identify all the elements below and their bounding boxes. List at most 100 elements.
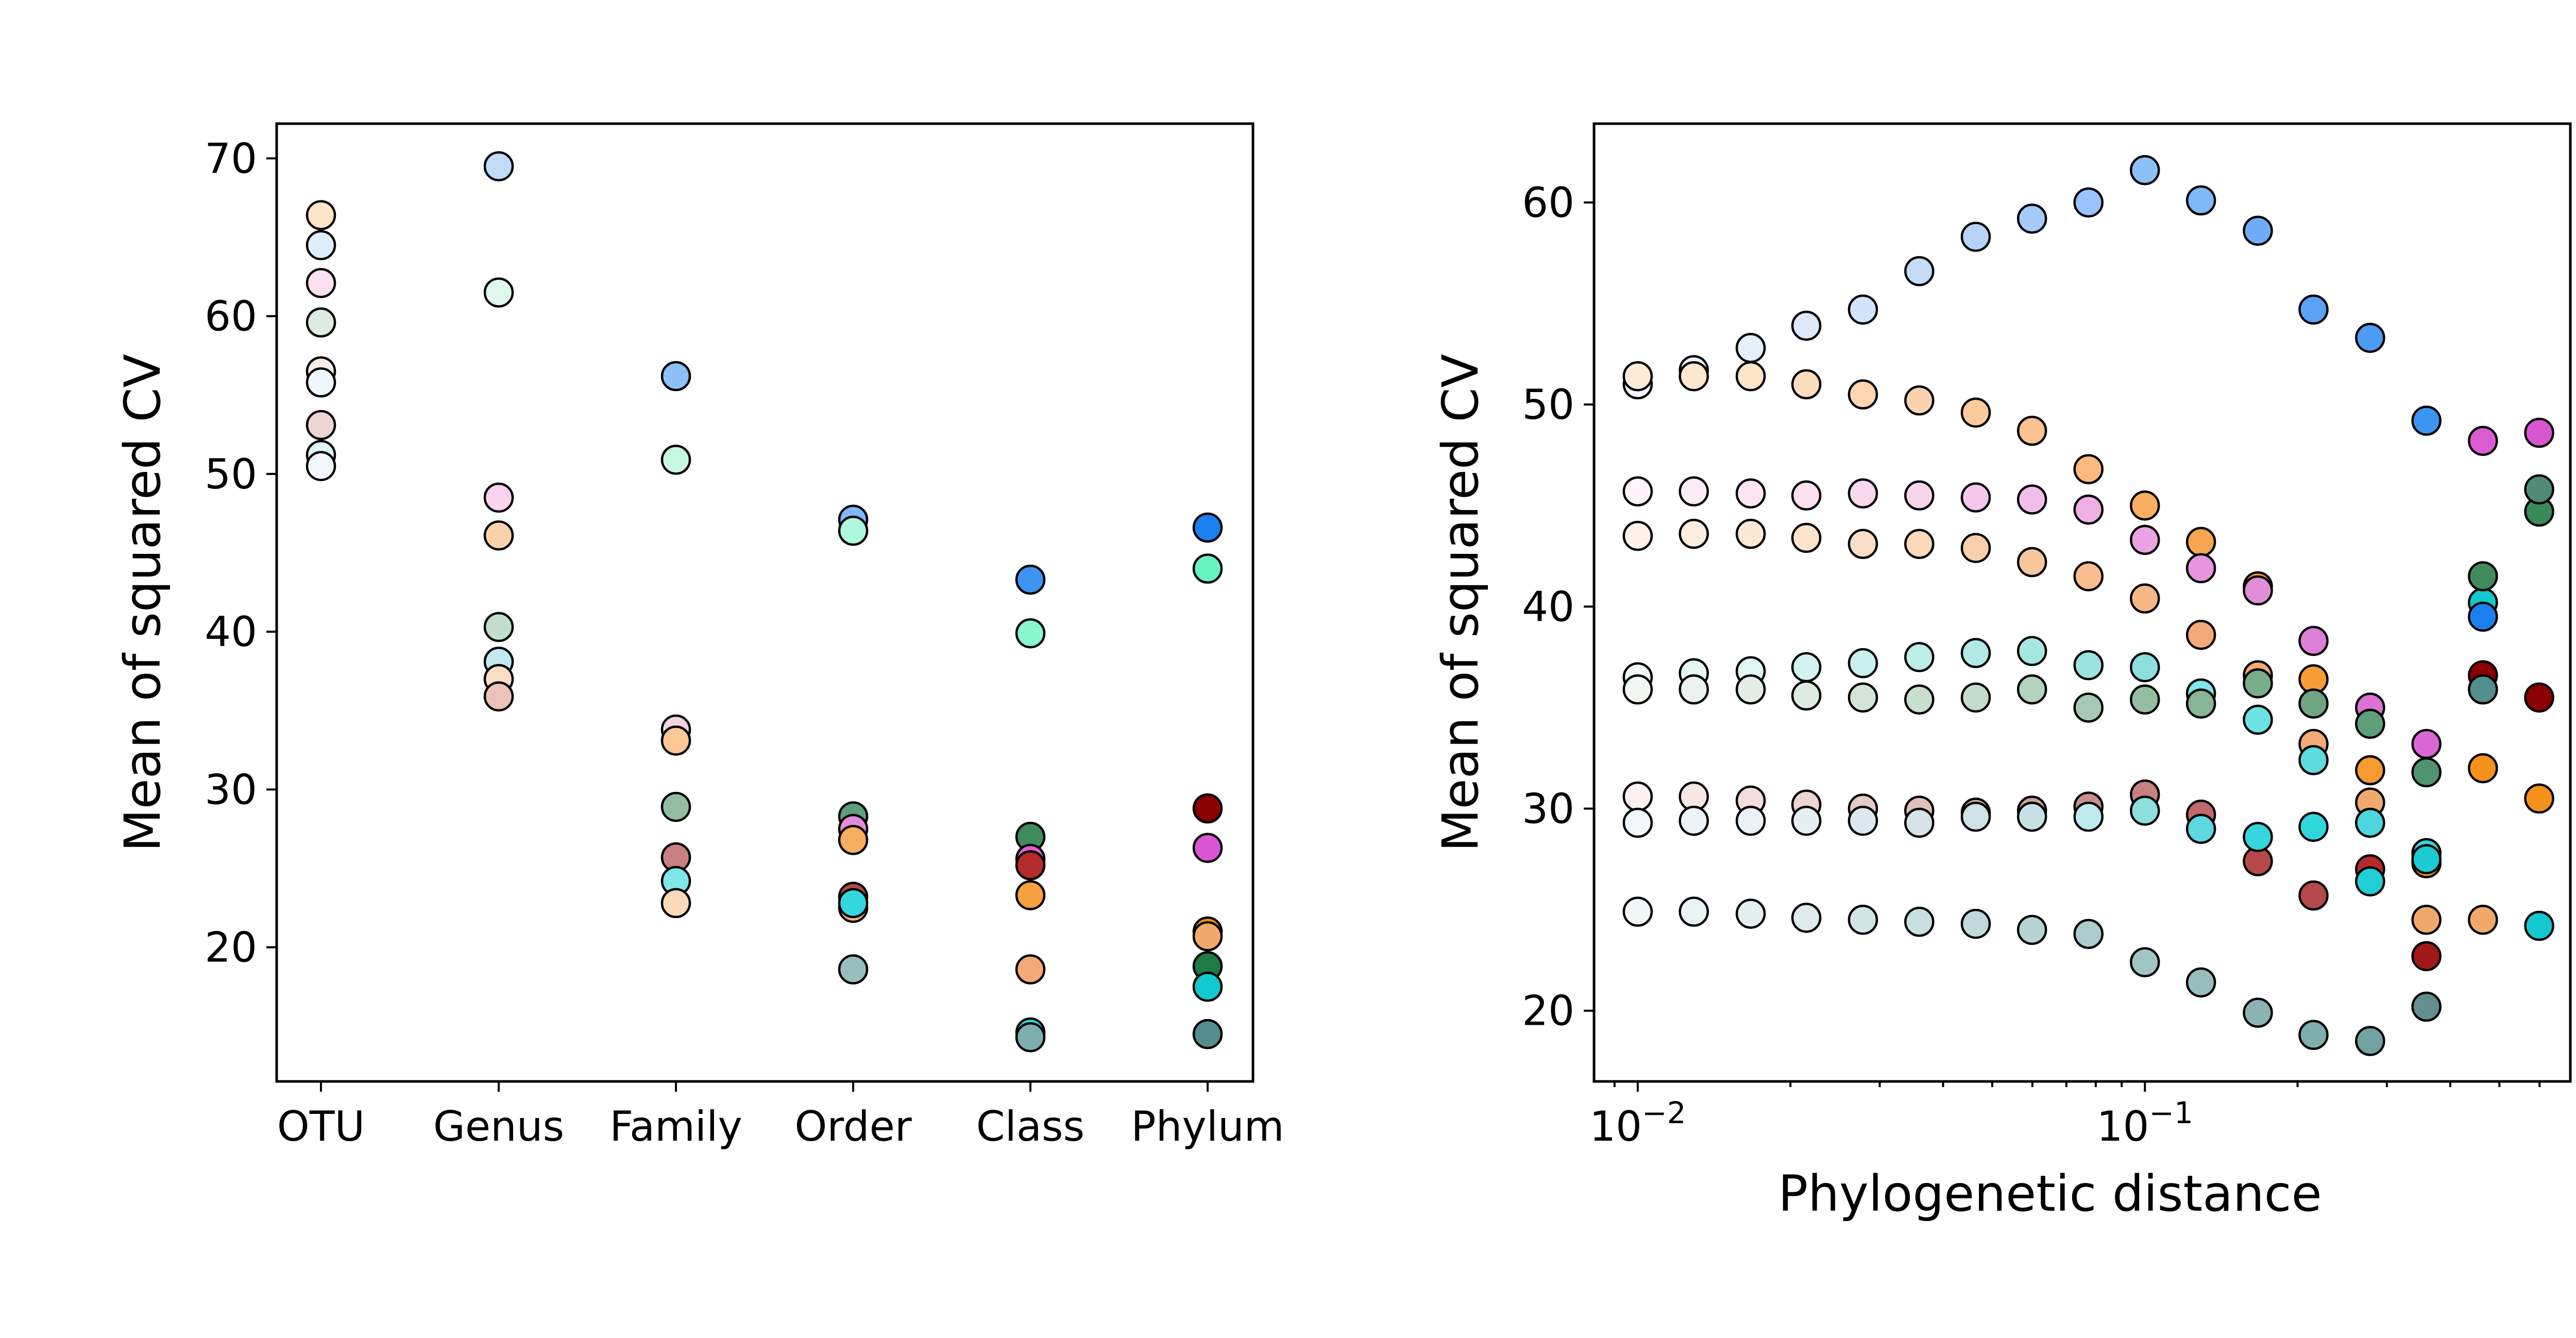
right-data-point (2073, 494, 2104, 525)
right-data-point (1622, 674, 1653, 705)
right-x-tick-label: 10−1 (2097, 1095, 2193, 1150)
right-data-point (2016, 484, 2047, 515)
right-data-point (1791, 522, 1822, 553)
left-data-point (838, 888, 869, 919)
right-data-point (2243, 215, 2273, 246)
right-data-point (1735, 333, 1766, 363)
right-data-point (2129, 947, 2160, 977)
right-y-tick-label: 60 (1522, 179, 1574, 227)
right-data-point (1848, 805, 1878, 836)
right-y-tick-label: 20 (1522, 987, 1574, 1035)
right-data-point (1791, 903, 1822, 933)
left-y-tick-label: 20 (205, 924, 257, 972)
right-data-point (2298, 745, 2329, 775)
right-data-point (2129, 155, 2160, 185)
right-scatter-points (1622, 155, 2554, 1056)
right-data-point (2243, 997, 2273, 1028)
right-data-point (1848, 379, 1878, 410)
right-data-point (2298, 880, 2329, 911)
right-data-point (2355, 1026, 2385, 1056)
right-data-point (1960, 222, 1991, 252)
right-data-point (1735, 361, 1766, 392)
left-data-point (1192, 793, 1223, 824)
right-data-point (1791, 369, 1822, 400)
right-data-point (2185, 620, 2216, 650)
right-data-point (2073, 454, 2104, 484)
right-y-axis-label: Mean of squared CV (1432, 354, 1489, 852)
right-y-tick-label: 30 (1522, 785, 1574, 833)
right-data-point (2298, 294, 2329, 325)
right-data-point (2129, 652, 2160, 683)
right-data-point (1791, 480, 1822, 511)
right-data-point (1904, 906, 1935, 937)
right-data-point (2243, 575, 2273, 606)
left-data-point (838, 515, 869, 546)
left-data-point (1015, 1022, 1046, 1053)
right-data-point (1735, 674, 1766, 705)
right-data-point (2298, 688, 2329, 719)
right-data-point (2185, 553, 2216, 584)
right-y-tick-label: 50 (1522, 381, 1574, 429)
left-data-point (483, 151, 514, 181)
left-data-point (660, 725, 691, 756)
right-data-point (2524, 682, 2554, 713)
right-data-point (2243, 668, 2273, 699)
right-data-point (1960, 533, 1991, 563)
left-x-tick-label: Class (976, 1103, 1084, 1150)
right-data-point (2016, 636, 2047, 666)
right-x-tick-exponent: −1 (2149, 1095, 2193, 1130)
right-data-point (2016, 547, 2047, 578)
left-x-tick-label: Family (609, 1103, 742, 1150)
right-data-point (2185, 967, 2216, 998)
left-data-point (306, 307, 336, 338)
left-data-point (1192, 921, 1223, 952)
right-data-point (2524, 783, 2554, 814)
right-data-point (1622, 781, 1653, 812)
right-data-point (1960, 682, 1991, 713)
right-data-point (2016, 674, 2047, 705)
right-data-point (1960, 638, 1991, 668)
left-data-point (838, 954, 869, 985)
left-scatter-points (306, 151, 1223, 1053)
left-y-tick-label: 50 (205, 450, 257, 498)
right-x-axis-label: Phylogenetic distance (1778, 1165, 2321, 1223)
right-data-point (2411, 729, 2442, 759)
right-data-point (1622, 520, 1653, 551)
right-x-tick-exponent: −2 (1642, 1095, 1686, 1130)
right-data-point (1791, 652, 1822, 683)
left-x-ticks: OTU Genus Family Order Class Phylum (277, 1081, 1284, 1150)
right-data-point (1904, 684, 1935, 715)
left-data-point (1192, 1019, 1223, 1049)
left-data-point (1015, 564, 1046, 595)
left-x-tick-label: OTU (277, 1103, 365, 1150)
right-data-point (1735, 478, 1766, 509)
left-data-point (483, 520, 514, 551)
right-data-point (1791, 805, 1822, 836)
right-data-point (2073, 561, 2104, 591)
right-data-point (1904, 480, 1935, 511)
left-data-point (1015, 954, 1046, 985)
right-data-point (1904, 642, 1935, 672)
right-y-tick-label: 40 (1522, 583, 1574, 631)
right-data-point (1904, 529, 1935, 560)
right-data-point (1679, 518, 1709, 549)
right-data-point (2355, 807, 2385, 838)
right-data-point (2411, 904, 2442, 935)
right-data-point (2468, 904, 2498, 935)
right-y-ticks: 20 30 40 50 60 (1522, 179, 1594, 1035)
left-y-tick-label: 70 (205, 134, 257, 182)
right-data-point (2129, 583, 2160, 614)
right-plot-frame (1592, 122, 2572, 1083)
right-x-tick-label: 10−2 (1589, 1095, 1686, 1150)
right-data-point (2468, 753, 2498, 784)
left-data-point (1192, 553, 1223, 584)
left-data-point (1015, 618, 1046, 649)
right-data-point (1848, 682, 1878, 713)
right-data-point (2073, 187, 2104, 218)
right-data-point (2243, 822, 2273, 852)
right-data-point (1735, 805, 1766, 836)
left-plot-frame (275, 122, 1255, 1083)
right-data-point (2355, 708, 2385, 739)
left-data-point (838, 825, 869, 855)
